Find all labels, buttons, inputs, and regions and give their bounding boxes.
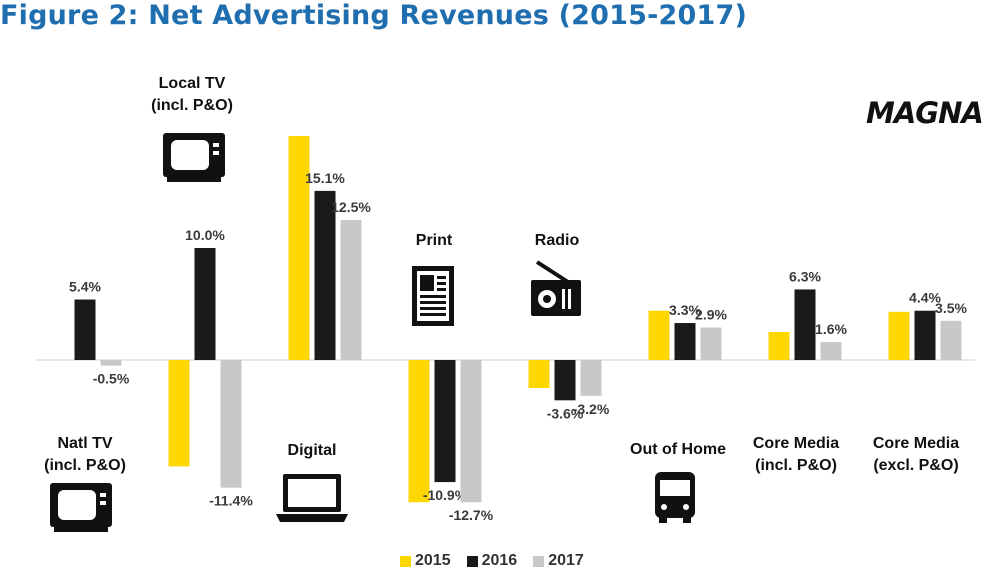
radio-icon	[531, 260, 581, 316]
legend-label-2016: 2016	[481, 552, 518, 569]
category-sublabel-7: (excl. P&O)	[873, 457, 958, 474]
tv-icon	[50, 483, 112, 532]
legend-item-2017: 2017	[533, 552, 584, 570]
bar-2017-7	[940, 320, 962, 360]
category-sublabel-6: (incl. P&O)	[755, 457, 837, 474]
category-label-5: Out of Home	[630, 441, 726, 458]
bar-2015-5	[648, 310, 670, 360]
legend-swatch-2016	[466, 555, 478, 567]
bar-2015-2	[288, 136, 310, 360]
data-label-2016-5: 3.3%	[669, 302, 701, 318]
category-label-6: Core Media	[753, 435, 839, 452]
bar-2015-4	[528, 360, 550, 388]
category-sublabel-0: (incl. P&O)	[44, 457, 126, 474]
legend-swatch-2015	[400, 555, 411, 567]
bus-icon	[655, 472, 695, 523]
newspaper-icon	[412, 266, 454, 326]
bar-2017-6	[820, 342, 842, 360]
bar-2017-5	[700, 327, 722, 360]
bar-2017-3	[460, 360, 482, 503]
bar-2017-2	[340, 220, 362, 360]
bar-2016-0	[74, 299, 96, 360]
bar-2016-4	[554, 360, 576, 401]
tv-icon	[163, 133, 225, 182]
bar-2015-1	[168, 360, 190, 467]
bar-2016-6	[794, 289, 816, 360]
bar-2016-3	[434, 360, 456, 483]
legend-item-2016: 2016	[466, 552, 518, 570]
data-label-2017-2: 12.5%	[331, 199, 371, 215]
category-label-0: Natl TV	[57, 435, 112, 452]
category-label-3: Print	[416, 232, 453, 249]
category-label-2: Digital	[288, 442, 337, 459]
data-label-2016-4: -3.6%	[547, 405, 584, 421]
data-label-2017-3: -12.7%	[449, 507, 494, 523]
data-label-2016-3: -10.9%	[423, 487, 468, 503]
data-label-2016-1: 10.0%	[185, 227, 225, 243]
data-label-2016-0: 5.4%	[69, 279, 101, 295]
bar-2016-5	[674, 323, 696, 360]
laptop-icon	[276, 474, 348, 522]
data-label-2017-5: 2.9%	[695, 307, 727, 323]
chart-title: Figure 2: Net Advertising Revenues (2015…	[0, 0, 747, 31]
magna-logo: MAGNA	[866, 96, 984, 130]
bar-2015-6	[768, 332, 790, 360]
data-label-2016-7: 4.4%	[909, 290, 941, 306]
legend-label-2017: 2017	[548, 552, 584, 569]
data-label-2016-2: 15.1%	[305, 170, 345, 186]
category-sublabel-1: (incl. P&O)	[151, 97, 233, 114]
bar-2017-1	[220, 360, 242, 488]
bar-2016-2	[314, 190, 336, 360]
bar-2016-7	[914, 310, 936, 360]
data-label-2017-1: -11.4%	[209, 493, 253, 509]
category-label-4: Radio	[535, 232, 580, 249]
data-label-2017-4: -3.2%	[573, 401, 610, 417]
data-label-2016-6: 6.3%	[789, 268, 821, 284]
data-label-2017-7: 3.5%	[935, 300, 967, 316]
bar-2017-4	[580, 360, 602, 396]
legend-label-2015: 2015	[415, 552, 451, 569]
category-label-7: Core Media	[873, 435, 959, 452]
legend-item-2015: 2015	[400, 552, 451, 570]
data-label-2017-6: 1.6%	[815, 321, 847, 337]
bar-2017-0	[100, 360, 122, 366]
data-label-2017-0: -0.5%	[93, 371, 130, 387]
bar-2015-3	[408, 360, 430, 503]
legend-swatch-2017	[533, 555, 545, 567]
category-label-1: Local TV	[159, 75, 226, 92]
bar-2015-7	[888, 311, 910, 360]
legend: 2015 2016 2017	[400, 552, 584, 570]
bar-2016-1	[194, 248, 216, 360]
